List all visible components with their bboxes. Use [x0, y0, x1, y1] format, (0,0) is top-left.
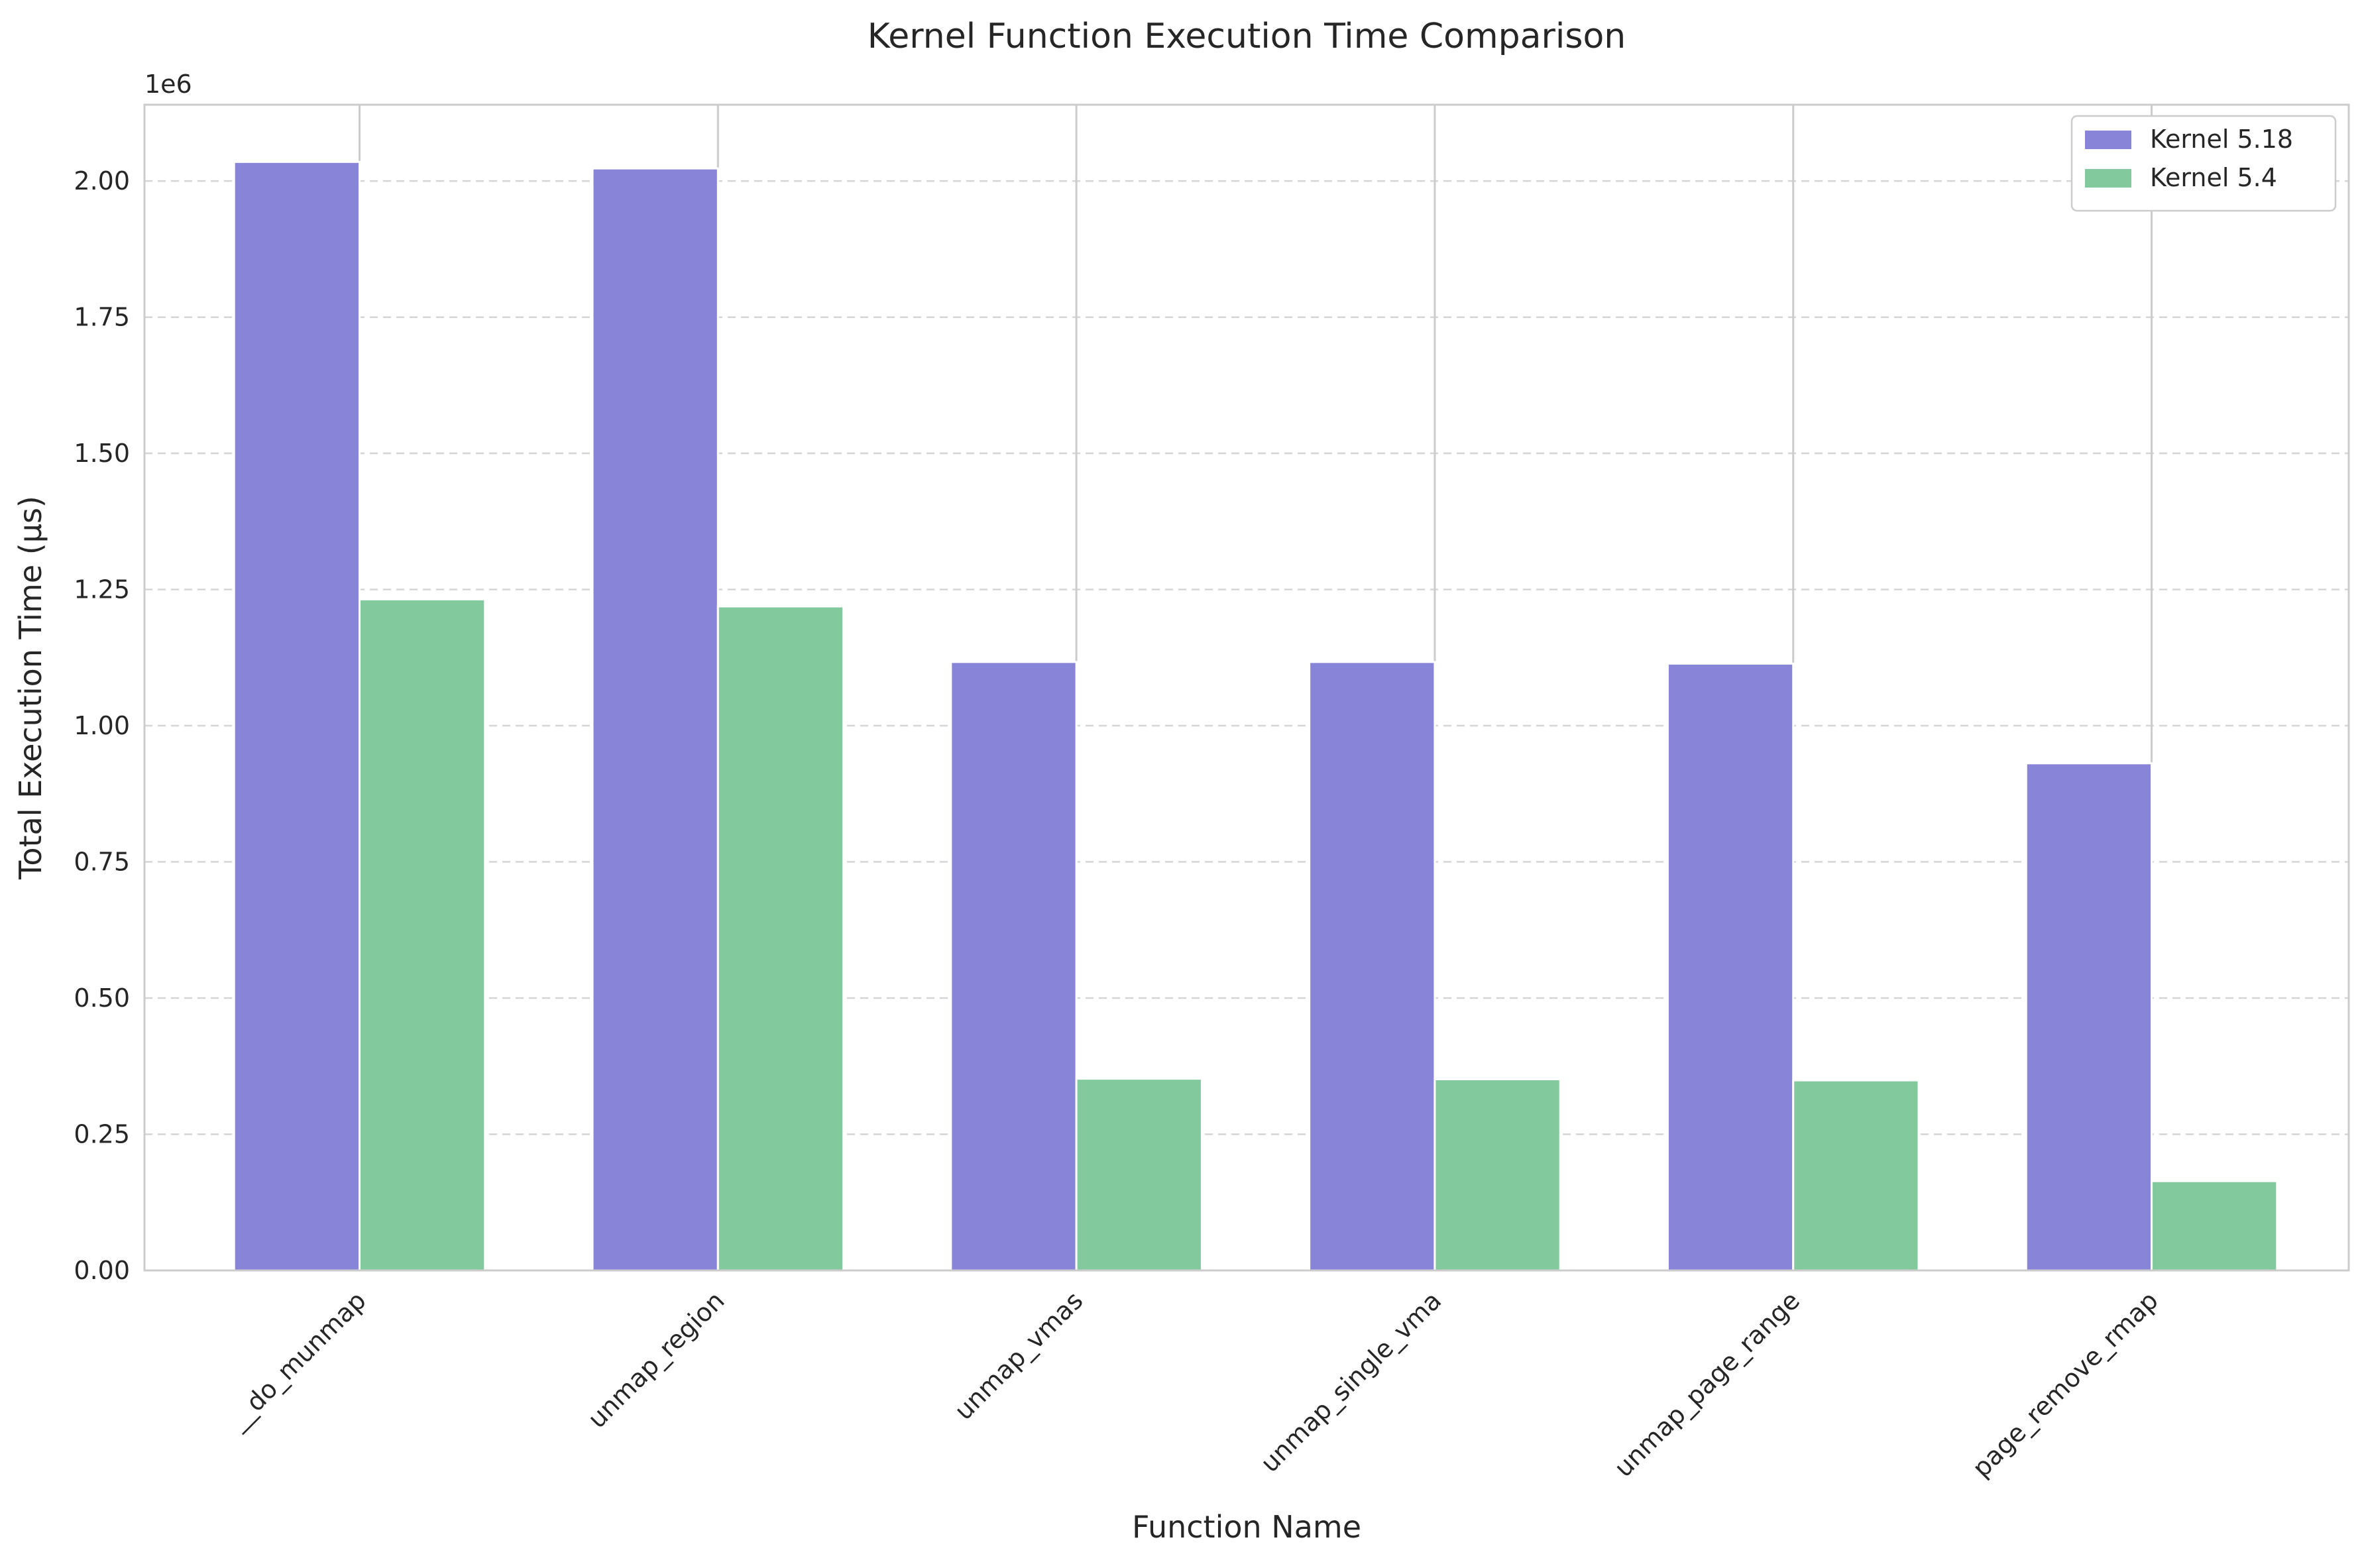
legend-label: Kernel 5.18	[2150, 125, 2293, 154]
bar	[2151, 1180, 2278, 1272]
legend-label: Kernel 5.4	[2150, 163, 2277, 192]
y-tick-label: 1.00	[74, 711, 130, 740]
bar	[591, 167, 719, 1272]
legend-box	[2070, 115, 2337, 212]
bar	[1666, 662, 1795, 1272]
legend-swatch	[2085, 169, 2131, 188]
y-axis-label: Total Execution Time (µs)	[13, 496, 48, 880]
bar	[1075, 1078, 1203, 1272]
legend: Kernel 5.18 Kernel 5.4	[2070, 115, 2337, 212]
y-tick-label: 0.50	[74, 983, 130, 1013]
legend-swatch	[2085, 131, 2131, 149]
bar	[233, 160, 361, 1272]
bar	[1434, 1078, 1561, 1272]
bar	[1792, 1079, 1920, 1272]
bar	[2025, 762, 2153, 1272]
bars	[233, 160, 2278, 1272]
y-tick-label: 1.50	[74, 439, 130, 468]
y-tick-label: 1.75	[74, 303, 130, 332]
x-axis-label: Function Name	[1132, 1509, 1361, 1545]
y-tick-label: 0.00	[74, 1256, 130, 1285]
y-tick-labels: 0.00 0.25 0.50 0.75 1.00 1.25 1.50 1.75 2.00	[74, 166, 130, 1285]
category-guide-lines	[358, 105, 2153, 763]
bar	[716, 605, 845, 1272]
y-tick-label: 0.25	[74, 1120, 130, 1149]
plot-frame	[143, 103, 2350, 1272]
bar	[358, 598, 486, 1272]
y-tick-label: 2.00	[74, 166, 130, 196]
bar	[1308, 661, 1436, 1272]
y-axis-offset-label: 1e6	[144, 70, 192, 99]
chart-title: Kernel Function Execution Time Compariso…	[868, 17, 1626, 56]
y-tick-label: 1.25	[74, 575, 130, 604]
y-tick-label: 0.75	[74, 848, 130, 877]
bar	[950, 661, 1078, 1272]
